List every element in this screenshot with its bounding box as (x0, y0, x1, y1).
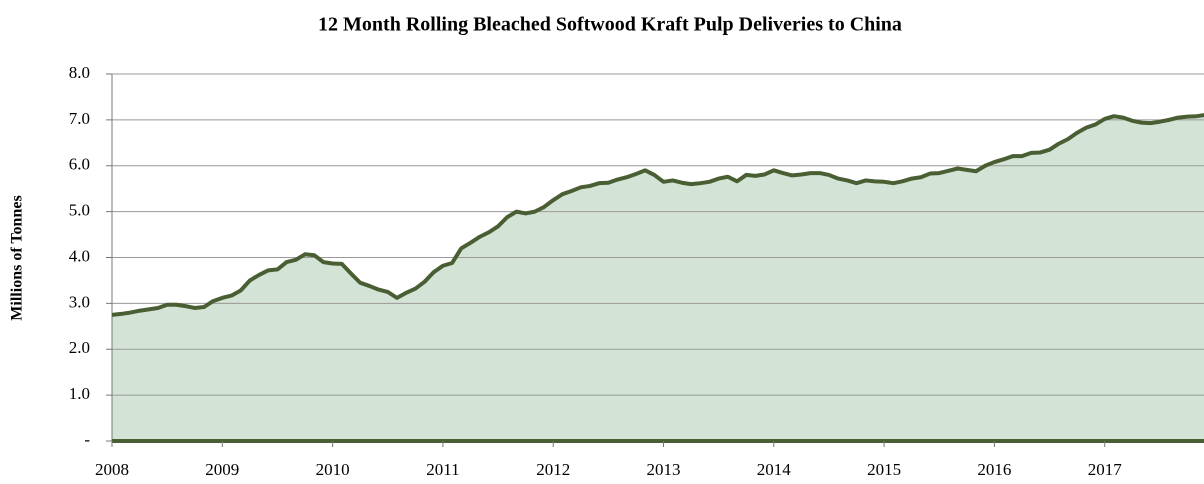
x-tick-label: 2017 (1088, 460, 1123, 479)
chart-title: 12 Month Rolling Bleached Softwood Kraft… (318, 14, 902, 36)
x-tick-label: 2010 (316, 460, 350, 479)
x-tick-label: 2015 (867, 460, 901, 479)
x-tick-label: 2008 (95, 460, 129, 479)
x-tick-label: 2013 (647, 460, 681, 479)
x-tick-label: 2012 (536, 460, 570, 479)
y-tick-label: 8.0 (69, 63, 90, 82)
x-tick-label: 2014 (757, 460, 792, 479)
y-tick-label: 7.0 (69, 109, 90, 128)
y-tick-label: - (84, 430, 90, 449)
y-tick-label: 4.0 (69, 246, 90, 265)
x-tick-label: 2016 (977, 460, 1011, 479)
y-tick-label: 5.0 (69, 201, 90, 220)
x-tick-label: 2009 (205, 460, 239, 479)
y-tick-label: 2.0 (69, 338, 90, 357)
x-tick-label: 2011 (426, 460, 459, 479)
y-tick-label: 3.0 (69, 292, 90, 311)
line (111, 113, 1204, 317)
y-tick-label: 6.0 (69, 155, 90, 174)
y-tick-label: 1.0 (69, 384, 90, 403)
area (112, 115, 1204, 441)
y-axis-label: Millions of Tonnes (9, 195, 26, 320)
